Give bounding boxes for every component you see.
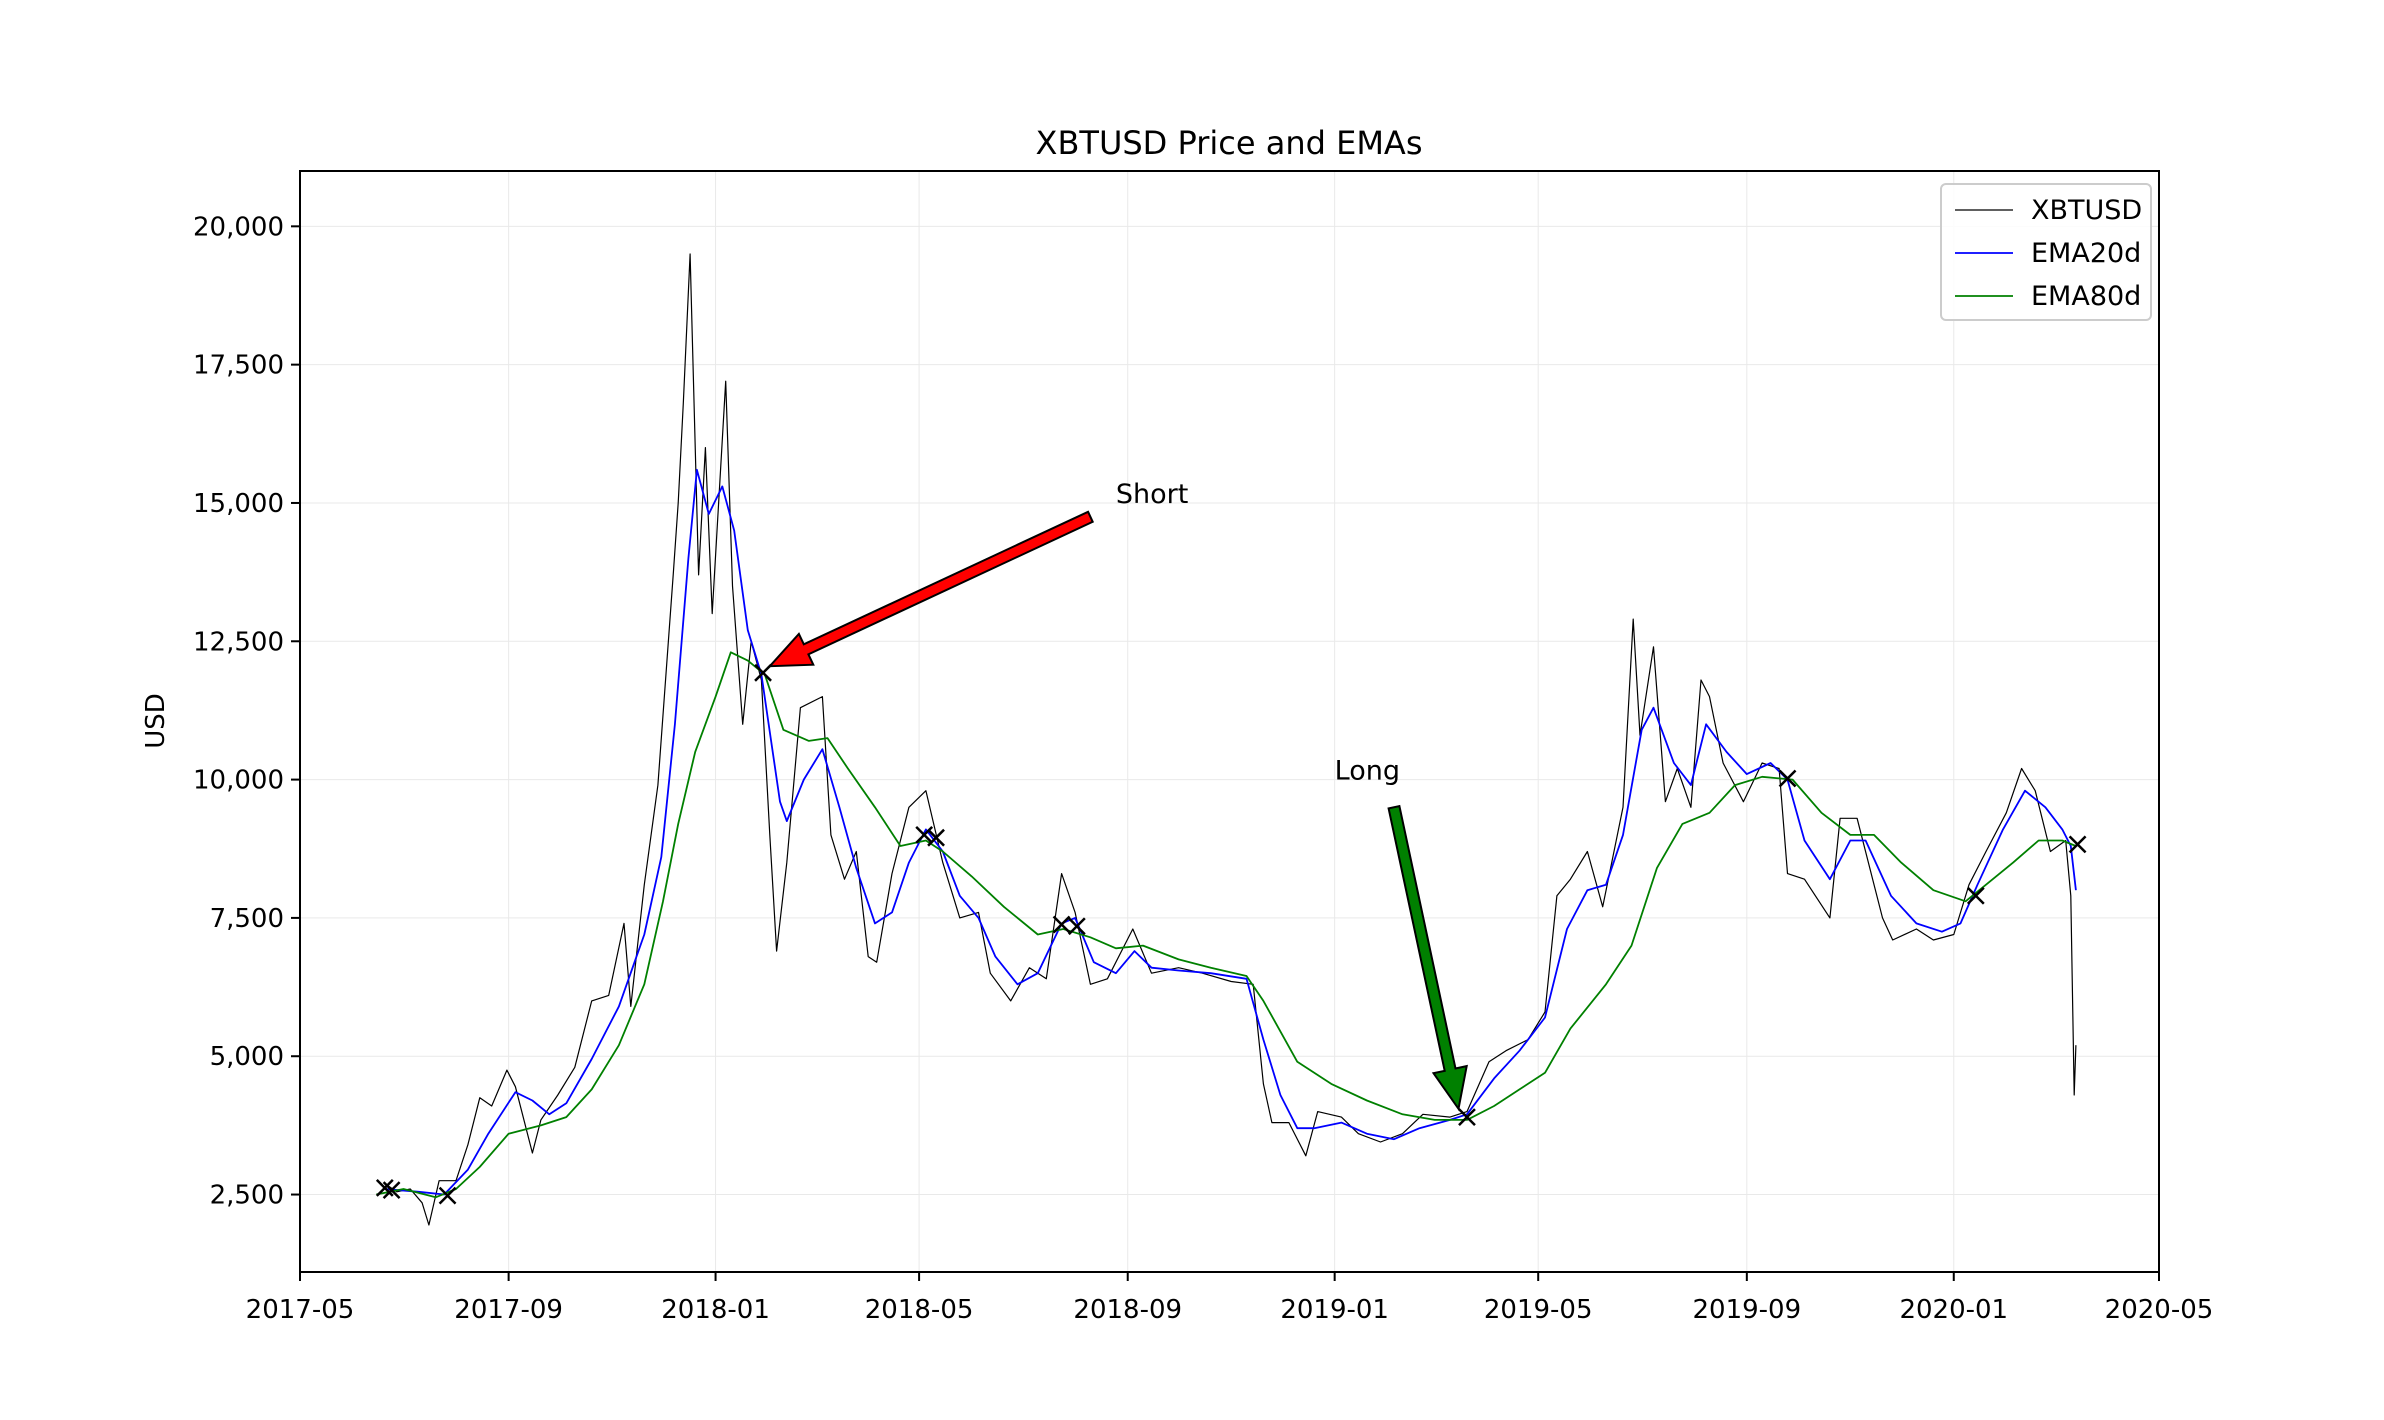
- x-axis: 2017-05 2017-09 2018-01 2018-05 2018-09 2019-…: [246, 1272, 2214, 1325]
- series-line-ema20d: [384, 468, 2077, 1196]
- x-tick-label: 2020-01: [1899, 1295, 2008, 1325]
- legend: XBTUSD EMA20d EMA80d: [1940, 183, 2152, 321]
- crossover-marker: [1778, 769, 1797, 788]
- annotation-label-long: Long: [1335, 756, 1400, 787]
- crossover-marker: [1458, 1108, 1476, 1126]
- crossover-marker: [1052, 915, 1071, 934]
- series-line-xbtusd: [384, 253, 2077, 1226]
- x-tick-label: 2019-09: [1693, 1295, 1802, 1325]
- x-tick-label: 2017-09: [454, 1295, 563, 1325]
- crossover-marker: [754, 663, 772, 682]
- series-line-ema80d: [376, 651, 2077, 1199]
- x-tick-label: 2018-09: [1073, 1295, 1182, 1325]
- legend-frame: [1940, 183, 2152, 321]
- y-axis-label: USD: [141, 693, 171, 749]
- legend-label-ema20d: EMA20d: [2031, 238, 2141, 269]
- x-tick-label: 2020-05: [2105, 1295, 2214, 1325]
- crossover-marker: [438, 1186, 457, 1205]
- y-tick-label: 20,000: [193, 212, 284, 242]
- x-tick-label: 2018-01: [661, 1295, 770, 1325]
- crossover-marker: [1966, 886, 1985, 905]
- annotation-arrow-long: [1387, 804, 1468, 1112]
- y-tick-label: 12,500: [193, 627, 284, 657]
- y-axis: 2,500 5,000 7,500 10,000 12,500 15,000 17,500 2…: [193, 212, 300, 1211]
- crossover-marker: [1067, 917, 1086, 936]
- x-tick-label: 2019-05: [1484, 1295, 1593, 1325]
- y-tick-label: 2,500: [210, 1181, 284, 1211]
- y-tick-label: 17,500: [193, 351, 284, 381]
- x-tick-label: 2017-05: [246, 1295, 355, 1325]
- crossover-marker: [927, 828, 945, 847]
- crossover-marker: [382, 1181, 401, 1200]
- annotations: Short Long: [767, 479, 1468, 1112]
- y-tick-label: 5,000: [210, 1042, 284, 1072]
- legend-label-ema80d: EMA80d: [2031, 281, 2141, 312]
- plot-area-background: [300, 171, 2159, 1272]
- annotation-label-short: Short: [1116, 479, 1188, 510]
- crossover-marker: [2068, 835, 2087, 854]
- y-tick-label: 15,000: [193, 489, 284, 519]
- chart-title: XBTUSD Price and EMAs: [1036, 124, 1423, 162]
- y-tick-label: 10,000: [193, 766, 284, 796]
- annotation-arrow-short: [767, 510, 1095, 668]
- x-tick-label: 2018-05: [865, 1295, 974, 1325]
- legend-label-xbtusd: XBTUSD: [2031, 195, 2142, 226]
- x-tick-label: 2019-01: [1280, 1295, 1389, 1325]
- y-tick-label: 7,500: [210, 904, 284, 934]
- plot-frame: [299, 170, 2160, 1273]
- crossover-markers: [375, 663, 2087, 1205]
- series-layer: [376, 253, 2077, 1226]
